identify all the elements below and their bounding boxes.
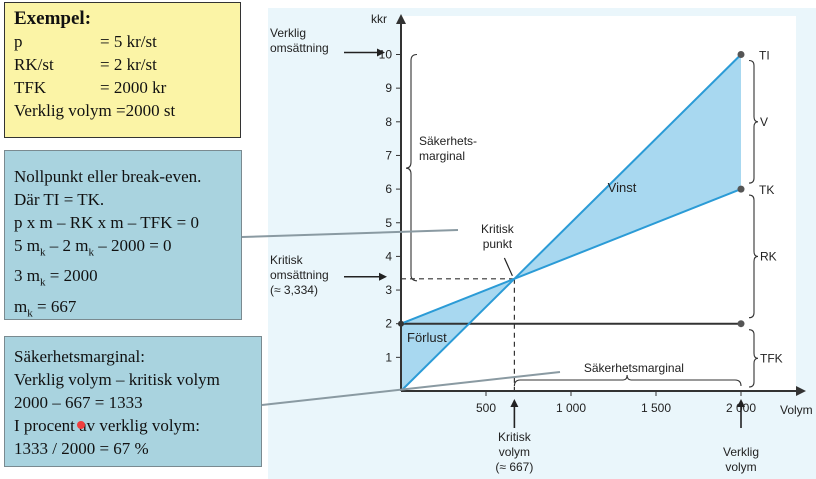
critical-point-pointer: [503, 257, 513, 277]
series-tk-line: [400, 188, 742, 325]
series-ti-line: [400, 53, 742, 392]
x-safety-bracket: [513, 374, 742, 387]
breakeven-line: Nollpunkt eller break-even.: [14, 167, 202, 186]
critical-revenue-label: Kritisk: [270, 253, 304, 267]
example-box: Exempel: p = 5 kr/st RK/st = 2 kr/st TFK = …: [4, 2, 241, 138]
connector-critical-point: [241, 229, 459, 238]
example-row: RK/st = 2 kr/st: [14, 53, 240, 76]
breakeven-line: mk = 667: [14, 296, 77, 320]
right-label-ti: TI: [759, 49, 770, 63]
loss-label: Förlust: [407, 330, 447, 345]
y-tick-label: 4: [385, 249, 392, 263]
safety-line: Verklig volym – kritisk volym: [14, 370, 220, 389]
safety-box: Säkerhetsmarginal: Verklig volym – kriti…: [4, 336, 262, 467]
x-axis-label: Volym: [780, 403, 813, 417]
loss-area: [401, 278, 515, 391]
example-last-row: Verklig volym =2000 st: [14, 101, 176, 120]
y-tick-label: 10: [379, 48, 393, 62]
critical-volume-arrow-head: [510, 399, 519, 407]
example-row: TFK = 2000 kr: [14, 76, 240, 99]
breakeven-line: 3 mk = 2000: [14, 266, 98, 289]
right-label-tk: TK: [759, 183, 774, 197]
breakeven-line: 5 mk – 2 mk – 2000 = 0: [14, 236, 172, 259]
cursor-dot: [77, 421, 85, 429]
connector-safety-margin: [261, 371, 561, 406]
x-safety-label: Säkerhetsmarginal: [584, 361, 684, 375]
y-tick-label: 6: [385, 182, 392, 196]
y-tick-label: 8: [385, 115, 392, 129]
critical-point-label: Kritisk: [481, 222, 515, 236]
critical-point-label: punkt: [483, 237, 513, 251]
right-label-tfk: TFK: [760, 351, 783, 365]
x-axis-arrow: [796, 386, 806, 396]
critical-volume-label: Kritisk: [498, 430, 532, 444]
y-tick-label: 2: [385, 317, 392, 331]
example-label: TFK: [14, 78, 47, 97]
right-label-v: V: [760, 115, 768, 129]
brace-tfk: [748, 329, 759, 388]
actual-volume-arrow-head: [737, 399, 745, 407]
profit-label: Vinst: [608, 180, 637, 195]
right-label-rk: RK: [760, 249, 777, 263]
critical-volume-label: volym: [499, 445, 530, 459]
actual-revenue-label: Verklig: [270, 26, 306, 40]
example-title: Exempel:: [14, 8, 92, 29]
y-axis-arrow: [396, 14, 406, 24]
series-end-point: [737, 51, 745, 58]
critical-volume-label: (≈ 667): [495, 460, 533, 474]
tfk-start-point: [398, 320, 404, 327]
example-value: = 2000 kr: [100, 78, 167, 97]
series-end-point: [737, 320, 745, 328]
y-tick-label: 7: [385, 148, 392, 162]
series-end-point: [737, 185, 745, 193]
example-label: p: [14, 32, 23, 51]
y-safety-label: Säkerhets-: [419, 134, 477, 148]
brace-v: [748, 59, 759, 184]
breakeven-line: Där TI = TK.: [14, 190, 105, 209]
actual-revenue-label: omsättning: [270, 41, 329, 55]
critical-revenue-arrowhead: [379, 272, 387, 281]
critical-revenue-label: (≈ 3,334): [270, 283, 318, 297]
brace-rk: [748, 194, 759, 319]
actual-volume-label: Verklig: [723, 445, 759, 459]
example-value: = 2 kr/st: [100, 55, 157, 74]
actual-revenue-arrowhead: [377, 48, 385, 57]
y-tick-label: 1: [385, 350, 392, 364]
chart-panel: kkr Volym 1 2 3 4 5 6 7 8 9 10 500 1 000 1 500 2 000 Ver…: [268, 8, 816, 479]
x-tick-label: 1 000: [556, 401, 586, 415]
y-safety-label: marginal: [419, 149, 465, 163]
breakeven-box: Nollpunkt eller break-even. Där TI = TK.…: [4, 150, 242, 320]
y-axis-label: kkr: [371, 12, 387, 26]
safety-line: I procent av verklig volym:: [14, 416, 201, 435]
safety-line: 2000 – 667 = 1333: [14, 393, 143, 412]
actual-volume-label: volym: [725, 460, 756, 474]
x-tick-label: 1 500: [641, 401, 671, 415]
example-label: RK/st: [14, 55, 54, 74]
critical-revenue-label: omsättning: [270, 268, 329, 282]
y-tick-label: 5: [385, 216, 392, 230]
x-tick-label: 500: [476, 401, 496, 415]
y-tick-label: 3: [385, 283, 392, 297]
breakeven-line: p x m – RK x m – TFK = 0: [14, 213, 199, 232]
safety-line: 1333 / 2000 = 67 %: [14, 439, 149, 458]
safety-line: Säkerhetsmarginal:: [14, 347, 145, 366]
y-safety-bracket: [405, 53, 418, 282]
example-value: = 5 kr/st: [100, 32, 157, 51]
y-tick-label: 9: [385, 81, 392, 95]
example-row: p = 5 kr/st: [14, 30, 240, 53]
